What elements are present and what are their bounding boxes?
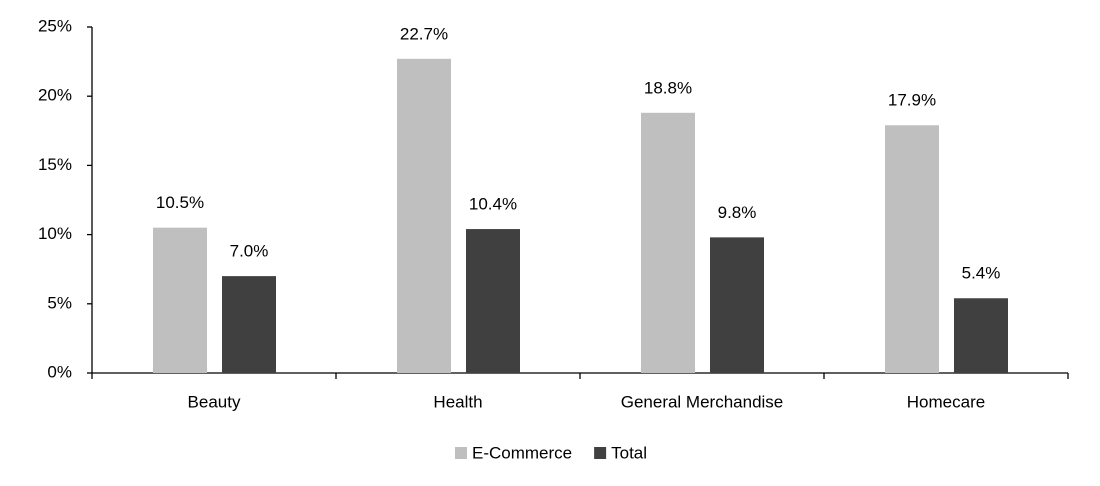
y-tick-label: 15%	[38, 155, 72, 174]
x-tick-label: General Merchandise	[621, 392, 784, 411]
y-tick-label: 25%	[38, 16, 72, 35]
y-tick-label: 0%	[47, 362, 72, 381]
legend-swatch	[455, 447, 467, 459]
value-label: 10.5%	[156, 193, 204, 212]
value-label: 22.7%	[400, 24, 448, 43]
value-label: 7.0%	[230, 242, 269, 261]
bar	[641, 112, 695, 374]
legend-swatch	[594, 447, 607, 459]
y-tick-label: 20%	[38, 86, 72, 105]
legend-label: Total	[611, 443, 647, 462]
x-tick-label: Health	[433, 392, 482, 411]
x-tick-label: Beauty	[188, 392, 241, 411]
bar	[710, 237, 764, 373]
y-tick-label: 5%	[47, 293, 72, 312]
legend-label: E-Commerce	[472, 443, 572, 462]
bar	[954, 298, 1008, 373]
y-tick-label: 10%	[38, 224, 72, 243]
value-label: 9.8%	[718, 203, 757, 222]
x-tick-label: Homecare	[907, 392, 985, 411]
bar	[153, 227, 207, 373]
value-label: 17.9%	[888, 91, 936, 110]
bar	[222, 276, 276, 373]
value-label: 10.4%	[469, 195, 517, 214]
value-label: 5.4%	[962, 264, 1001, 283]
bar	[397, 58, 451, 373]
bar	[466, 229, 520, 373]
bar	[885, 125, 939, 373]
value-label: 18.8%	[644, 78, 692, 97]
